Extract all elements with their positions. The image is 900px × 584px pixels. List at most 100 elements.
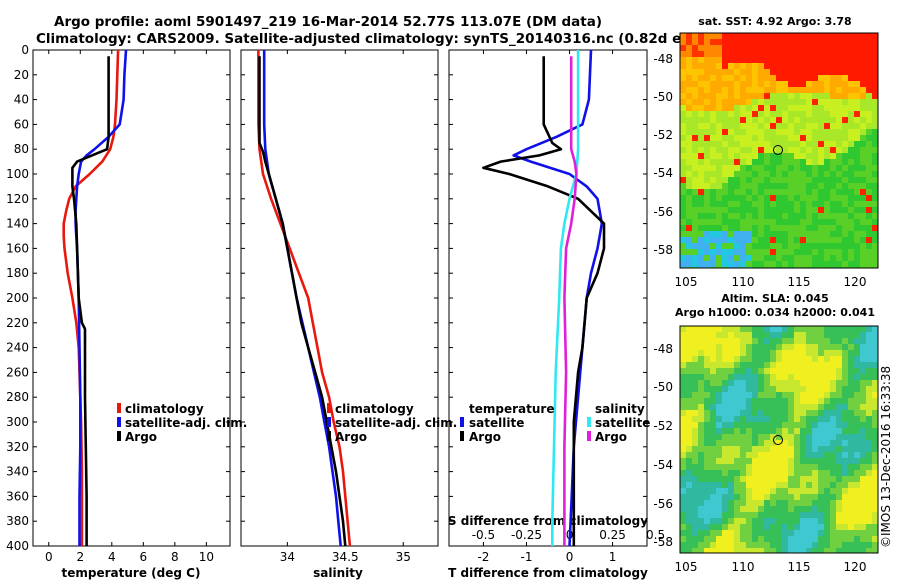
map-cell — [692, 506, 698, 512]
map-cell — [848, 536, 854, 542]
map-cell — [722, 117, 728, 123]
map-cell — [848, 356, 854, 362]
map-cell — [824, 183, 830, 189]
temperature-panel-frame — [32, 49, 231, 547]
map-cell — [872, 33, 878, 39]
map-cell — [788, 434, 794, 440]
map-cell — [830, 201, 836, 207]
map-cell — [842, 398, 848, 404]
map-cell — [794, 111, 800, 117]
map-cell — [842, 105, 848, 111]
map-cell — [800, 482, 806, 488]
map-cell — [686, 518, 692, 524]
map-cell — [746, 123, 752, 129]
map-cell — [782, 105, 788, 111]
series-line-temperature-argo — [71, 56, 110, 546]
map-cell — [752, 386, 758, 392]
map-cell — [752, 117, 758, 123]
depth-tick-label: 140 — [6, 217, 29, 231]
map-cell — [716, 231, 722, 237]
map-cell — [764, 201, 770, 207]
map-cell — [818, 482, 824, 488]
depth-tick-label: 340 — [6, 465, 29, 479]
map-cell — [692, 338, 698, 344]
map-cell — [686, 410, 692, 416]
map-cell — [818, 99, 824, 105]
map-cell — [716, 392, 722, 398]
map-cell — [860, 75, 866, 81]
map-cell — [872, 512, 878, 518]
map-cell — [770, 488, 776, 494]
map-cell — [710, 129, 716, 135]
map-cell — [686, 494, 692, 500]
map-cell — [794, 189, 800, 195]
map-cell — [776, 368, 782, 374]
map-cell — [764, 536, 770, 542]
depth-tick-label: 320 — [6, 440, 29, 454]
map-cell — [728, 45, 734, 51]
map-cell — [734, 123, 740, 129]
map-cell — [680, 548, 686, 553]
map-cell — [866, 488, 872, 494]
map-cell — [824, 518, 830, 524]
map-cell — [770, 249, 776, 255]
map-cell — [806, 147, 812, 153]
map-cell — [716, 494, 722, 500]
map-cell — [788, 524, 794, 530]
map-cell — [818, 87, 824, 93]
map-cell — [806, 464, 812, 470]
map-cell — [812, 524, 818, 530]
map-cell — [710, 350, 716, 356]
map-cell — [752, 249, 758, 255]
map-cell — [806, 428, 812, 434]
map-cell — [872, 332, 878, 338]
map-cell — [872, 105, 878, 111]
map-cell — [692, 452, 698, 458]
sst-map-title: sat. SST: 4.92 Argo: 3.78 — [698, 15, 851, 28]
map-cell — [824, 542, 830, 548]
map-cell — [728, 63, 734, 69]
map-cell — [848, 81, 854, 87]
map-cell — [764, 243, 770, 249]
map-cell — [710, 482, 716, 488]
map-cell — [746, 464, 752, 470]
map-cell — [734, 488, 740, 494]
map-cell — [764, 512, 770, 518]
map-cell — [836, 117, 842, 123]
map-cell — [788, 506, 794, 512]
map-cell — [752, 63, 758, 69]
map-cell — [692, 494, 698, 500]
map-cell — [752, 350, 758, 356]
map-cell — [830, 410, 836, 416]
map-cell — [692, 380, 698, 386]
map-cell — [776, 165, 782, 171]
map-cell — [704, 39, 710, 45]
x-tick-label: 4 — [108, 550, 116, 564]
map-cell — [704, 153, 710, 159]
map-cell — [794, 482, 800, 488]
map-cell — [860, 332, 866, 338]
map-cell — [680, 171, 686, 177]
map-cell — [734, 416, 740, 422]
map-cell — [818, 177, 824, 183]
map-cell — [704, 368, 710, 374]
map-cell — [686, 446, 692, 452]
map-cell — [710, 33, 716, 39]
map-cell — [872, 51, 878, 57]
map-cell — [806, 159, 812, 165]
legend-label: satellite — [595, 416, 650, 430]
map-cell — [770, 135, 776, 141]
map-cell — [806, 45, 812, 51]
map-cell — [818, 231, 824, 237]
map-cell — [710, 332, 716, 338]
map-cell — [710, 207, 716, 213]
map-cell — [728, 536, 734, 542]
map-cell — [842, 255, 848, 261]
map-cell — [812, 368, 818, 374]
map-cell — [818, 518, 824, 524]
map-cell — [866, 153, 872, 159]
map-cell — [752, 81, 758, 87]
map-cell — [728, 386, 734, 392]
map-cell — [866, 261, 872, 267]
map-cell — [812, 225, 818, 231]
